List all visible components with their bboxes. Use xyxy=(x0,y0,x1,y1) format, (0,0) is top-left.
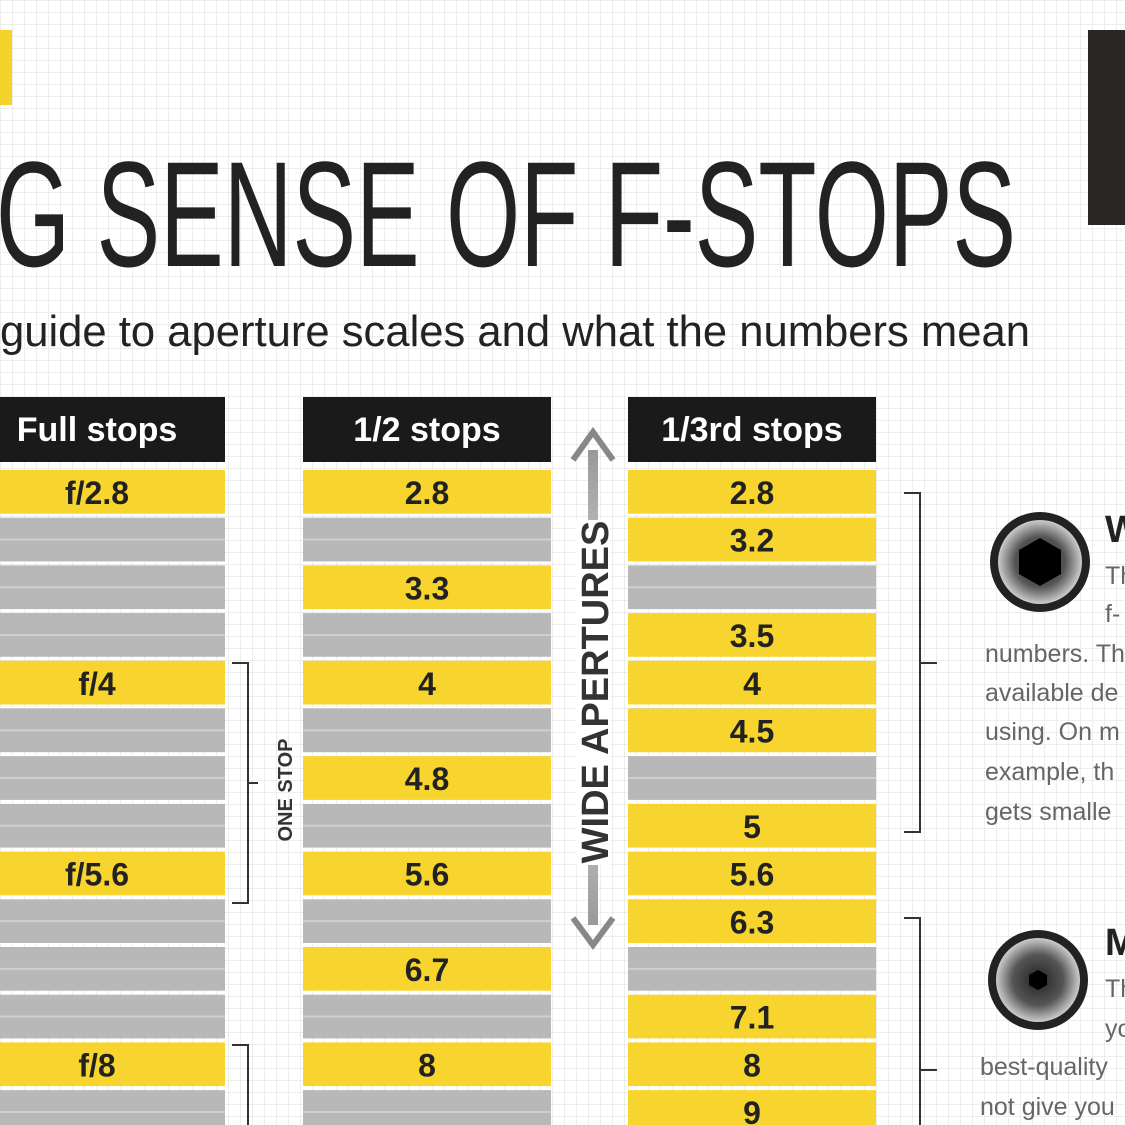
cell xyxy=(303,1090,551,1125)
cell-value: 4 xyxy=(418,666,436,702)
sidebar-heading: W xyxy=(1105,509,1125,551)
cell xyxy=(303,470,551,514)
cell xyxy=(628,803,876,848)
column-header xyxy=(628,397,876,462)
column-header xyxy=(0,397,225,462)
cell xyxy=(0,851,225,896)
wide-arrow xyxy=(570,426,616,951)
sidebar-text: using. On m xyxy=(985,718,1120,746)
cell-value: 3.3 xyxy=(405,570,449,606)
cell xyxy=(0,660,225,705)
cell xyxy=(0,470,225,514)
cell xyxy=(303,1042,551,1087)
column-header xyxy=(303,397,551,462)
column-header-text: Full stops xyxy=(17,411,178,449)
cell xyxy=(303,660,551,705)
cell-value: 9 xyxy=(743,1095,761,1125)
cell-value: 4.5 xyxy=(730,714,774,750)
section-block xyxy=(1088,30,1125,225)
subtitle: guide to aperture scales and what the nu… xyxy=(0,307,1030,356)
cell xyxy=(628,708,876,753)
cell-value: 8 xyxy=(418,1047,436,1083)
cell xyxy=(628,851,876,896)
cell-value: 4.8 xyxy=(405,761,449,797)
cell xyxy=(628,470,876,514)
cell-value: 8 xyxy=(743,1047,761,1083)
title: G SENSE OF F-STOPS xyxy=(0,130,1016,298)
sidebar-text: f- xyxy=(1105,600,1120,628)
cell-value: 2.8 xyxy=(405,475,449,511)
cell xyxy=(0,1042,225,1087)
cell-value: 5.6 xyxy=(730,857,774,893)
aperture-icon xyxy=(988,930,1088,1030)
cell-value: 5.6 xyxy=(405,857,449,893)
accent-block xyxy=(0,30,12,105)
sidebar-text: example, th xyxy=(985,758,1114,786)
cell xyxy=(303,756,551,800)
cell-value: f/5.6 xyxy=(65,857,129,893)
column-header-text: 1/2 stops xyxy=(353,411,500,449)
arrow-label: WIDE APERTURES xyxy=(575,521,617,864)
cell-value: f/4 xyxy=(78,666,116,702)
sidebar-heading: M xyxy=(1105,922,1125,964)
column-header-text: 1/3rd stops xyxy=(661,411,842,449)
cell xyxy=(628,660,876,705)
aperture-icon xyxy=(990,512,1090,612)
cell xyxy=(628,899,876,943)
cell xyxy=(303,851,551,896)
cell xyxy=(628,994,876,1039)
cell-value: 7.1 xyxy=(730,1000,774,1036)
sidebar-text: numbers. Th xyxy=(985,640,1125,668)
cell-value: 2.8 xyxy=(730,475,774,511)
cell xyxy=(628,517,876,562)
sidebar-text: best-quality xyxy=(980,1053,1108,1081)
cell-value: 4 xyxy=(743,666,761,702)
cell-value: 3.2 xyxy=(730,523,774,559)
cell-value: f/2.8 xyxy=(65,475,129,511)
cell-value: f/8 xyxy=(78,1047,115,1083)
cell-value: 5 xyxy=(743,809,761,845)
cell-value: 6.3 xyxy=(730,904,774,940)
cell xyxy=(628,1042,876,1087)
cell xyxy=(0,1090,225,1125)
sidebar-text: yo xyxy=(1105,1015,1125,1043)
cell xyxy=(628,613,876,657)
cell-value: 3.5 xyxy=(730,618,774,654)
one-stop-bracket xyxy=(232,662,258,1125)
cell xyxy=(628,1090,876,1125)
sidebar-text: Th xyxy=(1105,562,1125,590)
cell-value: 6.7 xyxy=(405,952,449,988)
sidebar-text: gets smalle xyxy=(985,798,1111,826)
sidebar-text: available de xyxy=(985,679,1118,707)
cell xyxy=(303,565,551,610)
bracket-label: ONE STOP xyxy=(275,739,297,842)
right-brackets xyxy=(904,492,937,1125)
sidebar-text: Th xyxy=(1105,975,1125,1003)
cell xyxy=(303,947,551,991)
sidebar-text: not give you xyxy=(980,1093,1115,1121)
